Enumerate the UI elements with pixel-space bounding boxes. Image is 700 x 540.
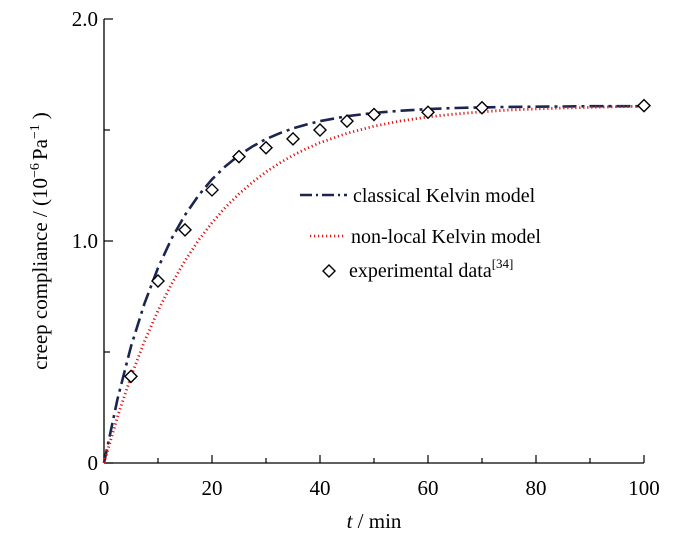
legend-label-experimental: experimental data[34] xyxy=(349,256,513,282)
legend-label-nonlocal: non-local Kelvin model xyxy=(351,226,541,248)
x-axis-title-unit: / min xyxy=(352,509,402,533)
legend-label-experimental-text: experimental data xyxy=(349,260,492,282)
legend-label-experimental-citation: [34] xyxy=(492,256,514,271)
x-axis-ticks: 0 20 40 60 80 100 xyxy=(99,455,660,500)
y-axis-ticks: 0 1.0 2.0 xyxy=(72,7,113,475)
experimental-data-point xyxy=(205,182,219,197)
x-tick-label: 80 xyxy=(526,476,547,500)
experimental-data-point xyxy=(313,123,327,137)
x-tick-label: 40 xyxy=(310,476,331,500)
x-tick-label: 60 xyxy=(418,476,439,500)
classical-kelvin-model-line xyxy=(102,104,644,464)
y-tick-label: 0 xyxy=(88,451,99,475)
x-axis-title-symbol: t xyxy=(347,509,354,533)
legend-label-classical: classical Kelvin model xyxy=(353,185,536,207)
y-axis-title-exponent-1: −6 xyxy=(28,163,43,178)
experimental-data-point xyxy=(124,369,138,384)
experimental-data-point xyxy=(340,114,354,129)
y-axis-title: creep compliance / (10−6 Pa−1) xyxy=(28,112,52,370)
experimental-data-point xyxy=(151,273,165,288)
experimental-data-point xyxy=(637,98,651,113)
y-tick-label: 1.0 xyxy=(72,229,98,253)
experimental-data-point xyxy=(475,100,489,115)
x-axis-title: t / min xyxy=(347,509,402,533)
legend-marker-experimental xyxy=(322,264,336,278)
y-axis-title-exponent-2: −1 xyxy=(28,124,43,139)
experimental-data-point xyxy=(286,131,300,146)
legend: classical Kelvin model non-local Kelvin … xyxy=(300,185,541,282)
experimental-data-point xyxy=(178,222,192,237)
x-tick-label: 0 xyxy=(99,476,110,500)
experimental-data-point xyxy=(421,105,435,120)
experimental-data-point xyxy=(232,149,246,164)
y-axis-title-suffix: ) xyxy=(28,112,52,119)
y-axis-title-unit: Pa xyxy=(28,138,52,160)
series-layer xyxy=(102,98,651,464)
experimental-data-point xyxy=(367,107,381,122)
x-tick-label: 100 xyxy=(628,476,660,500)
y-axis-title-prefix: creep compliance / (10 xyxy=(28,178,52,370)
nonlocal-kelvin-model-line xyxy=(102,104,645,464)
experimental-data-point xyxy=(259,140,273,155)
y-tick-label: 2.0 xyxy=(72,7,98,31)
x-tick-label: 20 xyxy=(202,476,223,500)
